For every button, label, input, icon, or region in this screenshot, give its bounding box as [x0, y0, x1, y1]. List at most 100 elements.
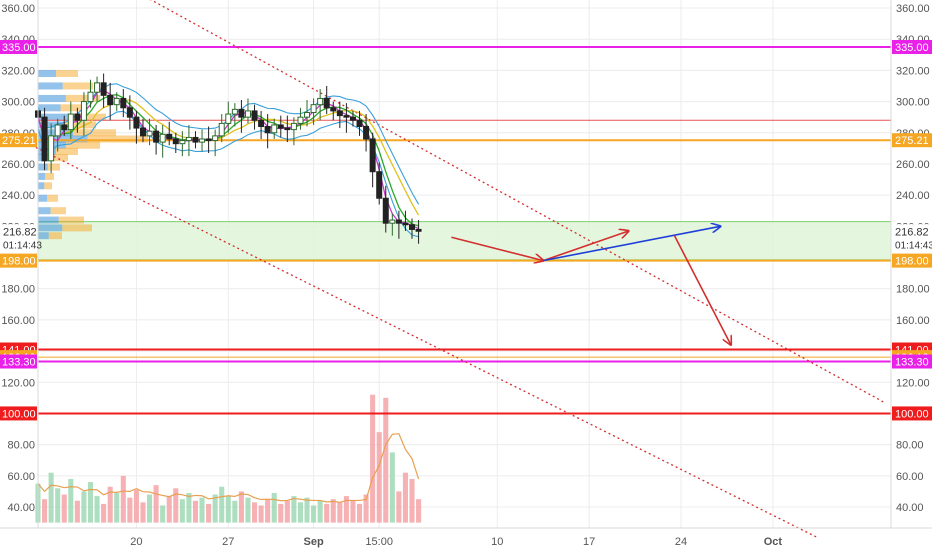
volume-profile-bar	[38, 207, 51, 215]
candle-body	[264, 126, 271, 134]
volume-profile-bar	[58, 216, 84, 224]
volume-bar	[350, 500, 356, 523]
volume-bar	[278, 503, 284, 523]
volume-profile-bar	[38, 172, 46, 180]
volume-profile-bar	[38, 163, 48, 171]
volume-profile-bar	[45, 172, 54, 180]
forecast-arrow[interactable]	[673, 235, 730, 345]
countdown-label-right: 01:14:43	[895, 240, 932, 251]
candle-body	[133, 116, 140, 129]
candle-body	[317, 97, 324, 106]
candle-body	[409, 224, 416, 230]
volume-bar	[81, 491, 87, 523]
volume-profile-bar	[47, 194, 58, 202]
price-tick-label-left: 240.00	[1, 190, 35, 202]
price-badge-right[interactable]	[892, 39, 932, 54]
volume-profile-bar	[38, 82, 63, 90]
volume-bar	[101, 503, 107, 523]
volume-bar	[317, 500, 323, 523]
price-badge-right[interactable]	[892, 354, 932, 369]
volume-bar	[192, 500, 199, 523]
candle-body	[304, 111, 311, 118]
candle-body	[363, 126, 370, 140]
candle-body	[113, 97, 120, 106]
volume-bar	[48, 472, 54, 523]
price-badge-label-right: 198.00	[895, 256, 929, 268]
volume-bar	[402, 472, 408, 523]
volume-average-line	[37, 433, 420, 503]
price-badge-right[interactable]	[892, 133, 932, 148]
price-tick-label-right: 160.00	[896, 315, 930, 327]
candle-body	[48, 135, 55, 162]
volume-bar	[376, 432, 382, 523]
volume-profile-bar	[64, 121, 96, 129]
volume-bar	[42, 499, 48, 523]
volume-bar	[363, 494, 369, 523]
price-badge-label-right: 335.00	[895, 42, 929, 54]
forecast-arrow[interactable]	[543, 226, 720, 262]
candle-body	[376, 171, 383, 199]
time-tick-label: 27	[222, 536, 234, 548]
current-price-badge-left[interactable]	[0, 224, 37, 251]
price-badge-right[interactable]	[892, 406, 932, 421]
price-badge-right[interactable]	[892, 253, 932, 268]
price-tick-label-left: 300.00	[1, 97, 35, 109]
volume-bar	[173, 488, 179, 523]
volume-bar	[356, 503, 363, 523]
price-badge-label-right: 133.30	[895, 357, 929, 369]
time-tick-label: 20	[130, 536, 142, 548]
price-badge-label-right: 100.00	[895, 408, 929, 420]
price-badge-left[interactable]	[0, 133, 37, 148]
price-badge-left[interactable]	[0, 253, 37, 268]
volume-profile-bar	[38, 216, 59, 224]
current-price-label-left: 216.82	[3, 226, 37, 238]
volume-bar	[383, 397, 389, 523]
volume-profile-bar	[51, 154, 68, 162]
volume-bar	[160, 505, 166, 523]
price-badge-label-left: 275.21	[2, 135, 36, 147]
time-tick-label: 17	[583, 536, 595, 548]
forecast-arrow[interactable]	[451, 236, 543, 260]
candle-body	[356, 119, 363, 128]
price-badge-label-left: 198.00	[2, 256, 36, 268]
candle-body	[277, 124, 284, 129]
price-tick-label-right: 80.00	[896, 440, 924, 452]
candle-body	[146, 130, 153, 137]
candle-body	[349, 116, 356, 121]
volume-bar	[153, 485, 159, 523]
candle-body	[205, 138, 212, 142]
volume-bar	[324, 503, 330, 523]
volume-bar	[199, 497, 205, 523]
price-tick-label-left: 180.00	[1, 284, 35, 296]
forecast-arrow[interactable]	[542, 231, 628, 262]
volume-bar	[61, 494, 67, 523]
price-tick-label-left: 360.00	[1, 3, 35, 15]
time-tick-label: Oct	[764, 536, 783, 548]
price-tick-label-left: 260.00	[1, 159, 35, 171]
volume-bar	[147, 494, 153, 523]
price-badge-left[interactable]	[0, 354, 37, 369]
price-badge-left[interactable]	[0, 39, 37, 54]
candle-body	[153, 130, 160, 143]
time-tick-label: 10	[491, 536, 503, 548]
volume-profile-bar	[73, 129, 116, 137]
volume-profile-bar	[65, 141, 100, 149]
volume-bar	[389, 452, 395, 523]
price-badge-left[interactable]	[0, 406, 37, 421]
volume-profile-bar	[38, 104, 61, 112]
volume-bar	[304, 497, 310, 523]
volume-profile-bar	[62, 224, 92, 232]
volume-bar	[120, 475, 126, 523]
candle-body	[343, 115, 350, 118]
volume-bar	[258, 505, 264, 523]
volume-profile-bar	[38, 113, 69, 121]
current-price-badge-right[interactable]	[892, 224, 932, 251]
volume-bar	[225, 496, 231, 523]
channel-line-lower[interactable]	[31, 144, 820, 539]
volume-bar	[416, 499, 422, 523]
volume-profile-bar	[44, 182, 52, 190]
volume-bar	[114, 492, 120, 523]
